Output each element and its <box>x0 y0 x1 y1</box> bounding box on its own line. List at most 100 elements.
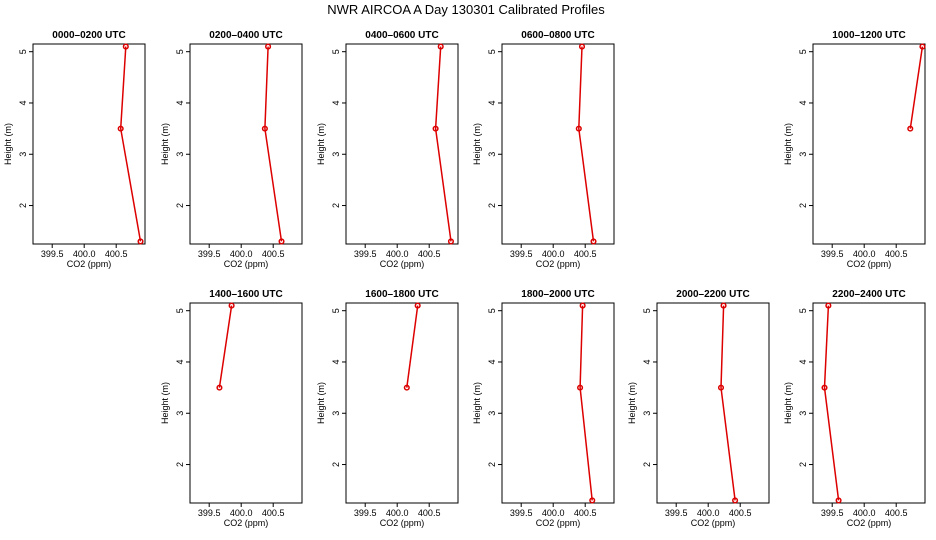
y-tick-label: 3 <box>798 152 808 157</box>
x-tick-label: 400.5 <box>885 249 908 259</box>
x-tick-label: 400.0 <box>386 508 409 518</box>
y-tick-label: 2 <box>331 203 341 208</box>
x-tick-label: 400.0 <box>230 508 253 518</box>
profile-point <box>717 384 725 391</box>
y-tick-label: 5 <box>798 308 808 313</box>
profile-panel: 0400–0600 UTC 399.5 400.0 400.5 2 3 4 5 CO2 (ppm… <box>316 30 459 269</box>
x-axis-label: CO2 (ppm) <box>224 259 269 269</box>
profile-point <box>122 43 129 50</box>
plot-frame <box>812 43 926 245</box>
y-axis-label: Height (m) <box>160 123 170 165</box>
profile-panel: 0600–0800 UTC 399.5 400.0 400.5 2 3 4 5 CO2 (ppm… <box>472 30 615 269</box>
y-tick-label: 2 <box>487 462 497 467</box>
profile-point <box>720 302 727 309</box>
profile-point <box>265 43 272 50</box>
y-tick-label: 5 <box>642 308 652 313</box>
x-tick-label: 400.5 <box>574 508 597 518</box>
y-tick-label: 3 <box>487 411 497 416</box>
plot-frame <box>656 302 770 504</box>
y-axis-label: Height (m) <box>783 123 793 165</box>
profile-line <box>579 305 593 501</box>
x-tick-label: 400.0 <box>542 508 565 518</box>
y-axis-label: Height (m) <box>316 382 326 424</box>
y-tick-label: 5 <box>487 308 497 313</box>
x-axis-label: CO2 (ppm) <box>380 518 425 528</box>
y-axis-label: Height (m) <box>627 382 637 424</box>
panel-title: 1800–2000 UTC <box>521 289 594 300</box>
y-tick-label: 5 <box>18 49 28 54</box>
y-tick-label: 5 <box>175 49 185 54</box>
y-axis-label: Height (m) <box>472 382 482 424</box>
profile-line <box>264 46 283 242</box>
y-tick-label: 2 <box>642 462 652 467</box>
x-tick-label: 400.5 <box>418 508 441 518</box>
y-tick-label: 3 <box>798 411 808 416</box>
y-tick-label: 2 <box>331 462 341 467</box>
x-tick-label: 399.5 <box>41 249 64 259</box>
profile-point <box>590 238 597 245</box>
y-tick-label: 4 <box>331 359 341 364</box>
profile-point <box>825 302 832 309</box>
x-tick-label: 400.5 <box>729 508 752 518</box>
y-tick-label: 4 <box>175 359 185 364</box>
panel-title: 0200–0400 UTC <box>209 30 282 41</box>
y-tick-label: 2 <box>487 203 497 208</box>
profile-panel: 1400–1600 UTC 399.5 400.0 400.5 2 3 4 5 CO2 (ppm… <box>160 289 303 528</box>
plot-frame <box>189 302 303 504</box>
panel-title: 1000–1200 UTC <box>832 30 905 41</box>
y-tick-label: 4 <box>175 100 185 105</box>
y-axis-label: Height (m) <box>3 123 13 165</box>
panels-container: 0000–0200 UTC 399.5 400.0 400.5 2 3 4 5 CO2 (ppm… <box>3 30 926 528</box>
profile-point <box>228 302 235 309</box>
y-tick-label: 4 <box>18 100 28 105</box>
y-tick-label: 5 <box>175 308 185 313</box>
profile-panel: 1800–2000 UTC 399.5 400.0 400.5 2 3 4 5 CO2 (ppm… <box>472 289 615 528</box>
y-tick-label: 4 <box>798 359 808 364</box>
plot-frame <box>501 302 615 504</box>
x-axis-label: CO2 (ppm) <box>536 518 581 528</box>
profile-point <box>261 125 268 132</box>
y-tick-label: 5 <box>798 49 808 54</box>
profile-point <box>216 384 223 391</box>
profile-point <box>137 238 144 245</box>
x-tick-label: 400.0 <box>386 249 409 259</box>
y-axis-label: Height (m) <box>316 123 326 165</box>
profile-point <box>414 302 421 309</box>
profile-line <box>578 46 595 242</box>
profile-line <box>406 305 419 388</box>
x-tick-label: 400.0 <box>853 249 876 259</box>
profile-point <box>432 125 439 132</box>
x-tick-label: 399.5 <box>821 508 844 518</box>
x-tick-label: 399.5 <box>821 249 844 259</box>
y-tick-label: 2 <box>798 203 808 208</box>
x-tick-label: 399.5 <box>198 508 221 518</box>
y-tick-label: 2 <box>798 462 808 467</box>
plot-frame <box>189 43 303 245</box>
y-tick-label: 3 <box>175 411 185 416</box>
x-axis-label: CO2 (ppm) <box>536 259 581 269</box>
y-tick-label: 5 <box>331 49 341 54</box>
profile-point <box>579 302 586 309</box>
y-tick-label: 3 <box>18 152 28 157</box>
profile-point <box>278 238 285 245</box>
y-tick-label: 3 <box>175 152 185 157</box>
profile-panel: 2200–2400 UTC 399.5 400.0 400.5 2 3 4 5 CO2 (ppm… <box>783 289 926 528</box>
x-tick-label: 400.5 <box>418 249 441 259</box>
profile-panel: 0200–0400 UTC 399.5 400.0 400.5 2 3 4 5 CO2 (ppm… <box>160 30 303 269</box>
y-tick-label: 3 <box>642 411 652 416</box>
x-tick-label: 400.0 <box>542 249 565 259</box>
panel-title: 2200–2400 UTC <box>832 289 905 300</box>
y-tick-label: 5 <box>487 49 497 54</box>
plot-frame <box>345 43 459 245</box>
panel-title: 1600–1800 UTC <box>365 289 438 300</box>
y-tick-label: 4 <box>487 359 497 364</box>
x-axis-label: CO2 (ppm) <box>380 259 425 269</box>
y-axis-label: Height (m) <box>472 123 482 165</box>
profile-line <box>434 46 452 242</box>
y-tick-label: 5 <box>331 308 341 313</box>
profile-point <box>732 497 739 504</box>
y-tick-label: 2 <box>175 203 185 208</box>
x-tick-label: 400.5 <box>105 249 128 259</box>
panel-title: 0000–0200 UTC <box>52 30 125 41</box>
